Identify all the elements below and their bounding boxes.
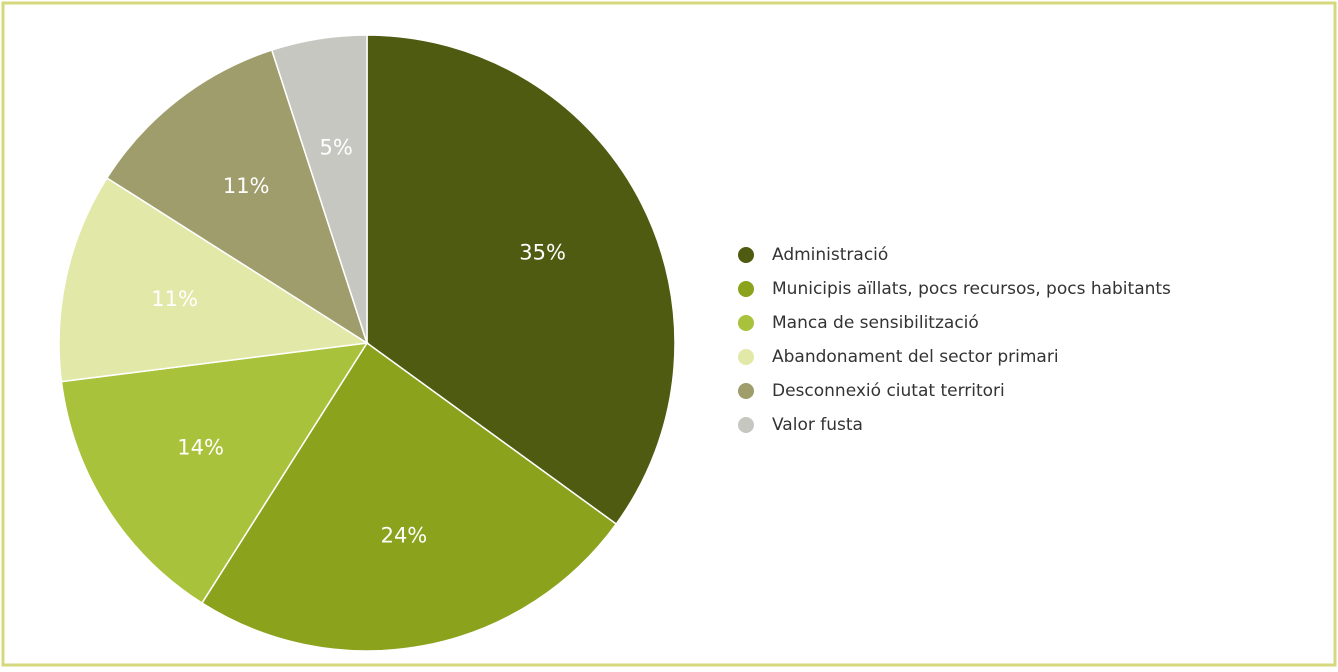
- pie-slice: [58, 176, 370, 383]
- pie-slice: [105, 49, 369, 345]
- pie-slice: [200, 341, 618, 652]
- legend-label: Municipis aïllats, pocs recursos, pocs h…: [772, 279, 1171, 299]
- slice-label: 24%: [381, 524, 428, 548]
- legend-label: Administració: [772, 245, 888, 265]
- slice-label: 11%: [151, 287, 198, 311]
- slice-label: 35%: [519, 241, 566, 265]
- legend-swatch: [738, 281, 754, 297]
- legend-swatch: [738, 247, 754, 263]
- pie-slice: [366, 34, 676, 526]
- legend-label: Manca de sensibilització: [772, 313, 979, 333]
- legend-swatch: [738, 349, 754, 365]
- legend-label: Abandonament del sector primari: [772, 347, 1059, 367]
- legend-label: Desconnexió ciutat territori: [772, 381, 1005, 401]
- legend-swatch: [738, 383, 754, 399]
- slice-label: 11%: [223, 174, 270, 198]
- legend-swatch: [738, 315, 754, 331]
- pie-slice: [60, 342, 369, 605]
- slice-label: 5%: [319, 135, 352, 159]
- legend-swatch: [738, 417, 754, 433]
- pie-slice: [270, 34, 368, 344]
- legend-label: Valor fusta: [772, 415, 863, 435]
- slice-label: 14%: [177, 436, 224, 460]
